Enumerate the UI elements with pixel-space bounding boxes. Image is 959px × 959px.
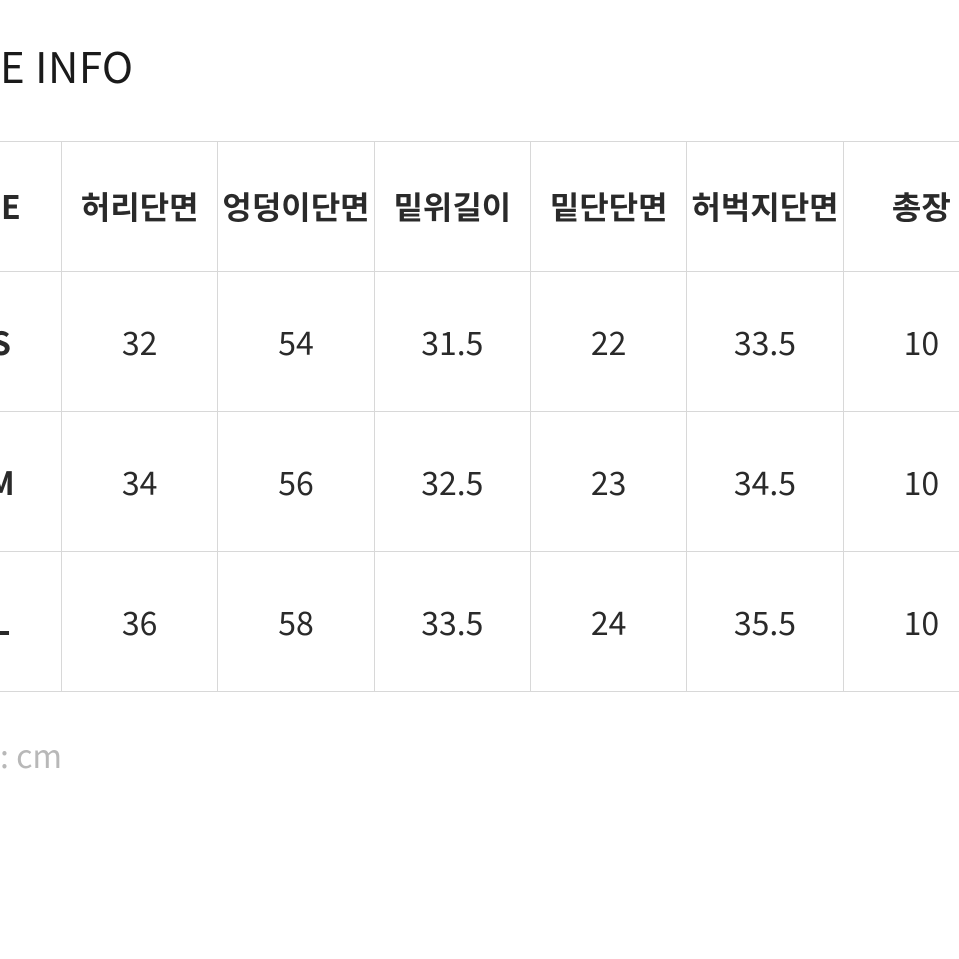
col-header-hip: 엉덩이단면 [218,142,374,272]
cell-value: 10 [843,412,959,552]
cell-value: 33.5 [374,552,530,692]
col-header-length: 총장 [843,142,959,272]
table-row: M 34 56 32.5 23 34.5 10 [0,412,959,552]
col-header-thigh: 허벅지단면 [687,142,843,272]
cell-size: M [0,412,62,552]
cell-value: 34.5 [687,412,843,552]
cell-value: 10 [843,552,959,692]
col-header-waist: 허리단면 [62,142,218,272]
cell-value: 22 [531,272,687,412]
unit-note: : cm [0,692,959,778]
cell-value: 31.5 [374,272,530,412]
col-header-size: ZE [0,142,62,272]
cell-value: 56 [218,412,374,552]
cell-value: 10 [843,272,959,412]
cell-value: 32 [62,272,218,412]
table-row: L 36 58 33.5 24 35.5 10 [0,552,959,692]
cell-size: S [0,272,62,412]
cell-value: 33.5 [687,272,843,412]
cell-value: 54 [218,272,374,412]
table-row: S 32 54 31.5 22 33.5 10 [0,272,959,412]
section-title: E INFO [0,0,959,141]
col-header-rise: 밑위길이 [374,142,530,272]
cell-value: 23 [531,412,687,552]
cell-size: L [0,552,62,692]
cell-value: 35.5 [687,552,843,692]
cell-value: 36 [62,552,218,692]
table-header-row: ZE 허리단면 엉덩이단면 밑위길이 밑단단면 허벅지단면 총장 [0,142,959,272]
cell-value: 58 [218,552,374,692]
cell-value: 34 [62,412,218,552]
cell-value: 32.5 [374,412,530,552]
col-header-hem: 밑단단면 [531,142,687,272]
cell-value: 24 [531,552,687,692]
size-table: ZE 허리단면 엉덩이단면 밑위길이 밑단단면 허벅지단면 총장 S 32 54… [0,141,959,692]
